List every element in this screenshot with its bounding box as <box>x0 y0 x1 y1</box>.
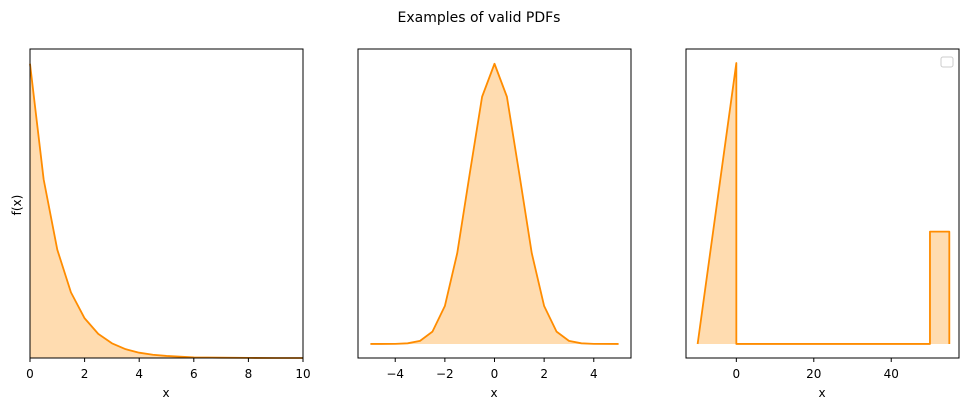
series-line-2 <box>370 62 619 345</box>
x-tick-label-1-2: 4 <box>135 367 143 381</box>
x-tick-label-2-0: −4 <box>386 367 404 381</box>
area-fill-3 <box>697 63 950 344</box>
series-line-3 <box>696 62 951 345</box>
x-axis-label-1: x <box>162 386 169 400</box>
x-tick-label-1-3: 6 <box>190 367 198 381</box>
y-axis-label: f(x) <box>10 195 24 216</box>
x-tick-label-3-0: 0 <box>733 367 741 381</box>
x-tick-label-2-4: 4 <box>590 367 598 381</box>
x-tick-label-3-2: 40 <box>884 367 899 381</box>
x-tick-label-2-2: 0 <box>491 367 499 381</box>
x-tick-label-1-0: 0 <box>26 367 34 381</box>
axes-frame-1 <box>29 48 304 359</box>
x-axis-label-2: x <box>490 386 497 400</box>
x-tick-label-2-1: −2 <box>436 367 454 381</box>
x-tick-label-1-4: 8 <box>245 367 253 381</box>
axes-piecewise: 0 20 40 <box>685 48 960 381</box>
axes-exponential: 0 2 4 6 8 10 <box>26 48 311 381</box>
x-axis-label-3: x <box>818 386 825 400</box>
x-tick-label-1-5: 10 <box>295 367 310 381</box>
area-fill-1 <box>30 63 303 359</box>
x-tick-label-1-1: 2 <box>81 367 89 381</box>
axes-normal: −4 −2 0 2 4 <box>357 48 632 381</box>
figure-suptitle: Examples of valid PDFs <box>398 10 561 26</box>
x-tick-label-2-3: 2 <box>540 367 548 381</box>
legend-box <box>940 56 954 68</box>
x-tick-label-3-1: 20 <box>806 367 821 381</box>
area-fill-2 <box>370 63 619 344</box>
axes-frame-3 <box>685 48 960 359</box>
